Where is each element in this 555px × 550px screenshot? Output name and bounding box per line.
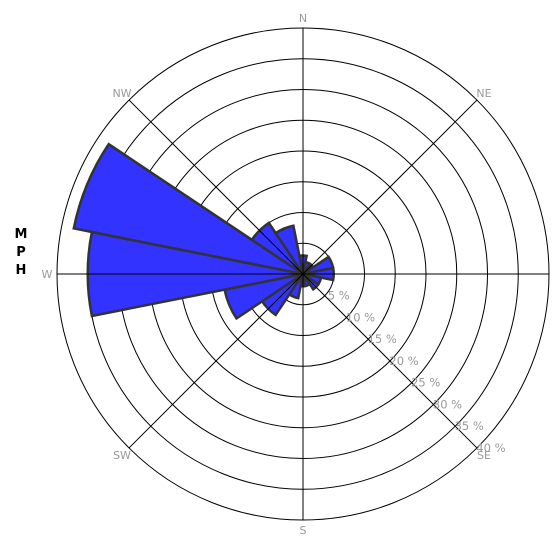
- ring-label: 25 %: [411, 376, 440, 390]
- direction-label-N: N: [299, 12, 307, 25]
- direction-label-SW: SW: [113, 449, 131, 462]
- ring-label: 35 %: [455, 419, 484, 433]
- grid-spoke-NW: [128, 99, 304, 275]
- grid-spoke-SE: [302, 273, 478, 449]
- petals: [72, 142, 335, 321]
- direction-labels: NNEESESSWWNW: [42, 12, 492, 537]
- grid-spoke-SW: [128, 273, 304, 449]
- petal-WNW: [72, 142, 304, 276]
- direction-label-W: W: [42, 268, 53, 281]
- ring-labels: 5 % 10 % 15 % 20 % 25 % 30 % 35 % 40 %: [328, 289, 506, 455]
- ring-label: 20 %: [389, 354, 418, 368]
- grid-spokes: [57, 28, 549, 520]
- ring-label: 5 %: [328, 289, 350, 303]
- ring-label: 10 %: [346, 311, 375, 325]
- direction-label-S: S: [300, 524, 307, 537]
- ring-label: 40 %: [476, 441, 505, 455]
- ring-label: 30 %: [433, 398, 462, 412]
- direction-label-NW: NW: [112, 87, 131, 100]
- direction-label-NE: NE: [476, 87, 491, 100]
- grid-spoke-NE: [302, 99, 478, 275]
- petal-NNW: [273, 224, 305, 275]
- direction-label-SE: SE: [477, 449, 491, 462]
- ring-label: 15 %: [368, 332, 397, 346]
